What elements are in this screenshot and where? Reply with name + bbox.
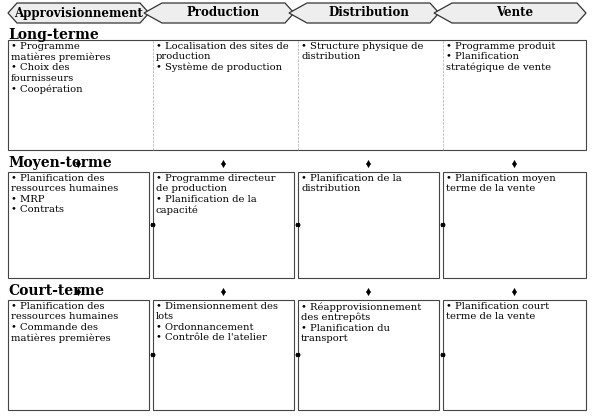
Text: Vente: Vente bbox=[496, 7, 533, 20]
Bar bbox=[443, 172, 586, 278]
Text: • Planification de la
distribution: • Planification de la distribution bbox=[301, 174, 401, 194]
Text: • Dimensionnement des
lots
• Ordonnancement
• Contrôle de l'atelier: • Dimensionnement des lots • Ordonnancem… bbox=[156, 302, 278, 342]
Text: • Planification des
ressources humaines
• Commande des
matières premières: • Planification des ressources humaines … bbox=[11, 302, 118, 343]
Polygon shape bbox=[289, 3, 439, 23]
Bar bbox=[8, 172, 149, 278]
Bar bbox=[153, 172, 294, 278]
Text: Long-terme: Long-terme bbox=[8, 28, 99, 42]
Bar bbox=[8, 300, 149, 410]
Text: Approvisionnement: Approvisionnement bbox=[14, 7, 143, 20]
Polygon shape bbox=[434, 3, 586, 23]
Text: Distribution: Distribution bbox=[328, 7, 409, 20]
Bar bbox=[298, 172, 439, 278]
Bar bbox=[443, 300, 586, 410]
Text: • Localisation des sites de
production
• Système de production: • Localisation des sites de production •… bbox=[156, 42, 289, 72]
Text: • Planification moyen
terme de la vente: • Planification moyen terme de la vente bbox=[446, 174, 556, 194]
Text: Moyen-terme: Moyen-terme bbox=[8, 156, 111, 170]
Text: • Réapprovisionnement
des entrepôts
• Planification du
transport: • Réapprovisionnement des entrepôts • Pl… bbox=[301, 302, 421, 343]
Polygon shape bbox=[8, 3, 149, 23]
Text: • Programme produit
• Planification
stratégique de vente: • Programme produit • Planification stra… bbox=[446, 42, 556, 72]
Polygon shape bbox=[144, 3, 294, 23]
Text: • Planification court
terme de la vente: • Planification court terme de la vente bbox=[446, 302, 549, 321]
Text: • Planification des
ressources humaines
• MRP
• Contrats: • Planification des ressources humaines … bbox=[11, 174, 118, 214]
Text: • Structure physique de
distribution: • Structure physique de distribution bbox=[301, 42, 423, 61]
Bar bbox=[298, 300, 439, 410]
Text: • Programme directeur
de production
• Planification de la
capacité: • Programme directeur de production • Pl… bbox=[156, 174, 276, 215]
Text: • Programme
matières premières
• Choix des
fournisseurs
• Coopération: • Programme matières premières • Choix d… bbox=[11, 42, 111, 94]
Bar bbox=[153, 300, 294, 410]
Bar bbox=[8, 40, 586, 150]
Text: Court-terme: Court-terme bbox=[8, 284, 104, 298]
Text: Production: Production bbox=[187, 7, 260, 20]
